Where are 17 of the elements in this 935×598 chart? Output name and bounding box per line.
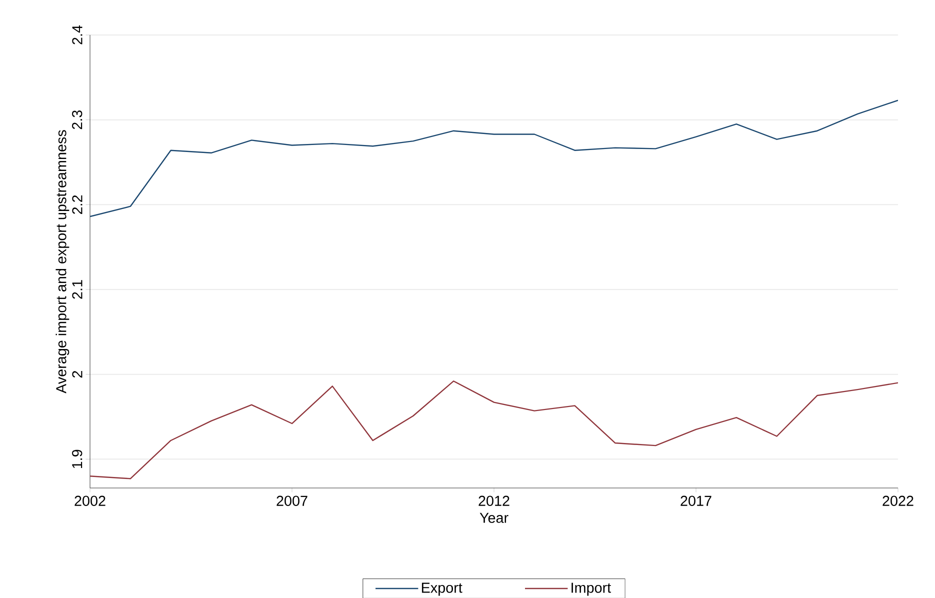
x-tick-label: 2007 (276, 496, 308, 506)
y-axis-title: Average import and export upstreamness (56, 130, 70, 394)
x-tick-label: 2022 (882, 496, 914, 506)
line-series (90, 380, 898, 480)
x-tick-label: 2002 (74, 496, 106, 506)
x-tick-label: 2012 (478, 496, 510, 506)
legend-label: Import (572, 582, 611, 596)
y-tick-label: 1.9 (72, 450, 82, 468)
y-tick-label: 2.4 (72, 25, 82, 44)
y-tick-label: 2.1 (72, 280, 82, 299)
x-tick-label: 2017 (680, 496, 712, 506)
legend-label: Export (422, 582, 462, 596)
y-tick-label: 2 (72, 370, 82, 378)
x-axis-title: Year (480, 512, 508, 523)
y-tick-label: 2.2 (72, 195, 82, 214)
line-series (90, 100, 898, 217)
y-tick-label: 2.3 (72, 110, 82, 129)
